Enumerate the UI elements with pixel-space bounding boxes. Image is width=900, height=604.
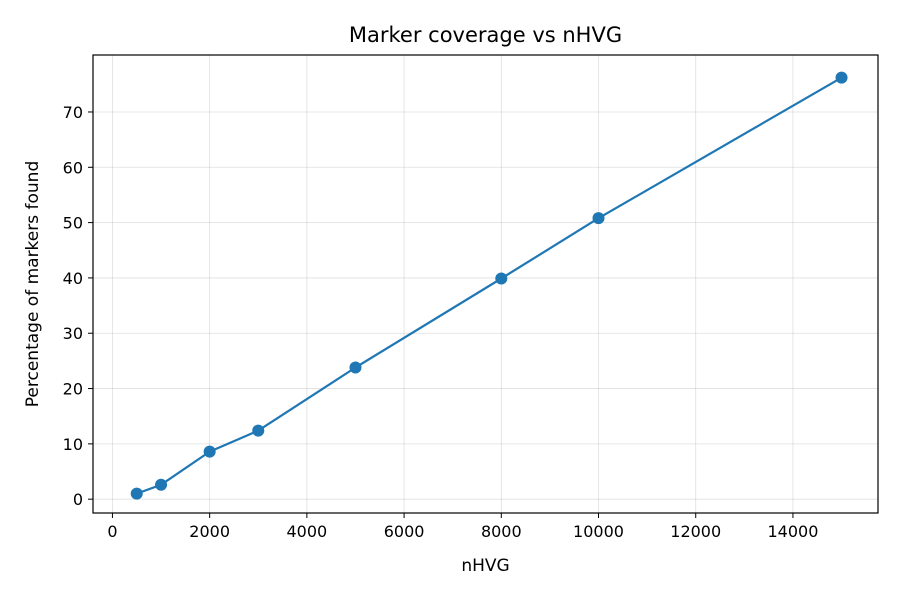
series-layer	[130, 71, 848, 500]
ticks: 0 2000 4000 6000 8000 10000 12000 14000 0 10 20 30 4…	[63, 103, 819, 541]
y-tick-label: 40	[63, 269, 83, 288]
y-tick-label: 0	[73, 490, 83, 509]
x-tick-label: 8000	[481, 522, 522, 541]
y-tick-label: 20	[63, 380, 83, 399]
plot-frame	[92, 54, 879, 514]
data-point	[592, 212, 605, 225]
data-point	[349, 361, 362, 374]
x-tick-label: 0	[107, 522, 117, 541]
chart-title: Marker coverage vs nHVG	[349, 23, 622, 47]
x-tick-label: 10000	[573, 522, 624, 541]
data-point	[203, 445, 216, 458]
data-point	[495, 272, 508, 285]
series-line	[135, 76, 843, 495]
x-tick-label: 12000	[670, 522, 721, 541]
y-tick-label: 10	[63, 435, 83, 454]
x-tick-label: 6000	[384, 522, 425, 541]
y-tick-label: 30	[63, 324, 83, 343]
data-point	[835, 71, 848, 84]
y-tick-label: 50	[63, 214, 83, 233]
data-point	[130, 487, 143, 500]
grid	[93, 55, 878, 513]
x-tick-label: 2000	[189, 522, 230, 541]
y-tick-label: 70	[63, 103, 83, 122]
x-tick-label: 14000	[767, 522, 818, 541]
x-axis-label: nHVG	[461, 556, 509, 576]
y-tick-label: 60	[63, 158, 83, 177]
data-point	[252, 424, 265, 437]
x-tick-label: 4000	[287, 522, 328, 541]
y-axis-label: Percentage of markers found	[23, 161, 43, 407]
data-point	[155, 478, 168, 491]
